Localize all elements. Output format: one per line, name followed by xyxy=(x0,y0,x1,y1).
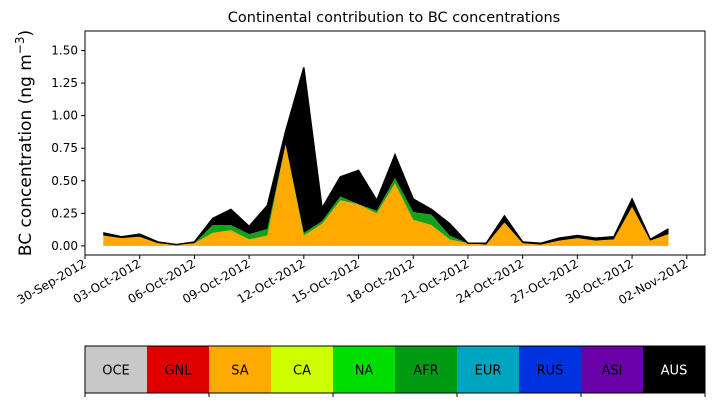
colorbar-label-afr: AFR xyxy=(413,364,438,379)
plot-frame xyxy=(84,30,706,256)
y-axis: 0.00 0.25 0.50 0.75 1.00 1.25 1.50 xyxy=(51,44,85,253)
colorbar-label-rus: RUS xyxy=(537,364,564,379)
colorbar-swatch-rus xyxy=(519,346,582,393)
colorbar-swatch-afr xyxy=(395,346,458,393)
y-tick-label: 0.00 xyxy=(51,239,78,253)
x-axis: 30-Sep-201203-Oct-201206-Oct-201209-Oct-… xyxy=(15,255,690,307)
colorbar-label-aus: AUS xyxy=(661,364,688,379)
colorbar: OCE GNL SA CA NA AFR EUR RUS ASI AUS xyxy=(84,345,706,397)
colorbar-swatch-asi xyxy=(581,346,644,393)
chart-title: Continental contribution to BC concentra… xyxy=(228,10,560,26)
colorbar-label-gnl: GNL xyxy=(164,364,192,379)
colorbar-swatch-oce xyxy=(85,346,148,393)
colorbar-label-ca: CA xyxy=(293,364,311,379)
colorbar-frame xyxy=(84,345,706,394)
colorbar-swatch-eur xyxy=(457,346,520,393)
colorbar-swatch-aus xyxy=(643,346,706,393)
y-tick-label: 0.25 xyxy=(51,206,78,220)
colorbar-label-eur: EUR xyxy=(475,364,502,379)
colorbar-swatch-gnl xyxy=(147,346,210,393)
y-tick-label: 0.75 xyxy=(51,141,78,155)
area-series-na xyxy=(103,144,669,245)
colorbar-label-sa: SA xyxy=(231,364,248,379)
colorbar-label-oce: OCE xyxy=(102,364,130,379)
colorbar-label-na: NA xyxy=(355,364,374,379)
total-outline-line xyxy=(103,67,669,246)
y-tick-label: 1.50 xyxy=(51,44,78,58)
y-tick-label: 0.50 xyxy=(51,174,78,188)
colorbar-swatch-sa xyxy=(209,346,272,393)
colorbar-label-asi: ASI xyxy=(602,364,623,379)
colorbar-swatch-ca xyxy=(271,346,334,393)
plot-area xyxy=(103,67,669,246)
colorbar-swatch-na xyxy=(333,346,396,393)
y-tick-label: 1.25 xyxy=(51,76,78,90)
y-axis-label: BC concentration (ng m−3) xyxy=(13,30,36,256)
y-tick-label: 1.00 xyxy=(51,109,78,123)
area-series-sa xyxy=(103,144,669,246)
